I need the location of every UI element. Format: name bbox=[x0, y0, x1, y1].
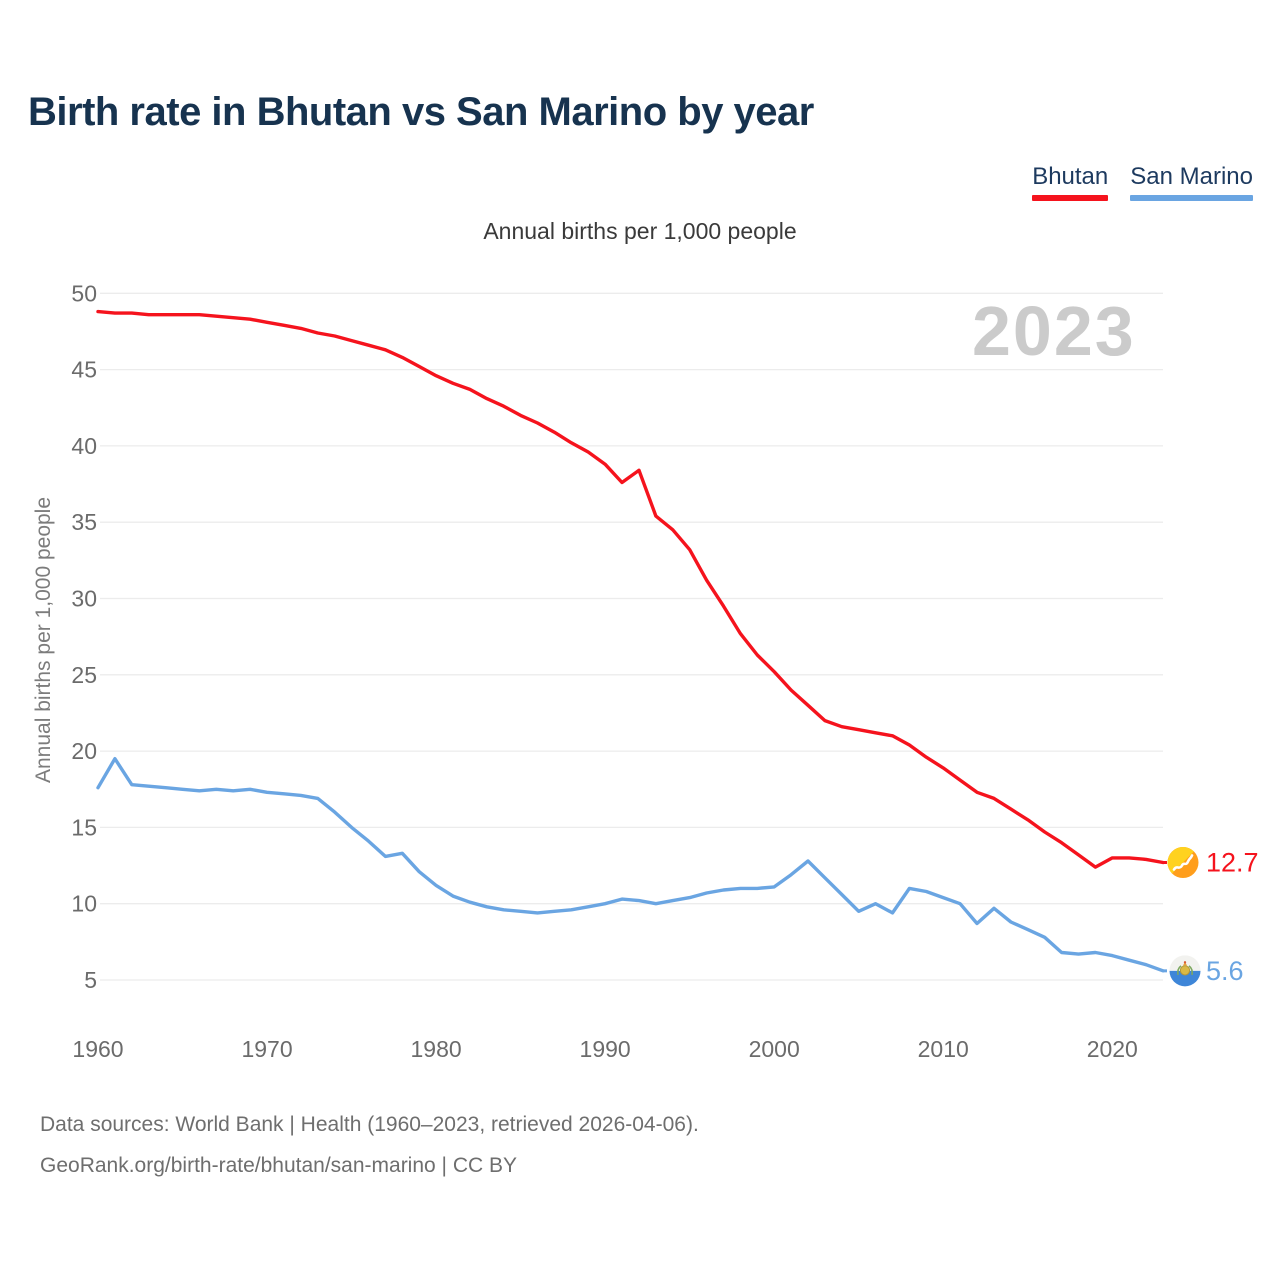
y-tick-label-40: 40 bbox=[71, 433, 97, 459]
chart-subtitle: Annual births per 1,000 people bbox=[483, 218, 797, 244]
san-marino-line bbox=[96, 757, 1165, 973]
legend-label-san-marino: San Marino bbox=[1130, 163, 1253, 190]
x-tick-label-2020: 2020 bbox=[1087, 1036, 1138, 1062]
y-tick-label-45: 45 bbox=[71, 357, 97, 383]
y-tick-label-35: 35 bbox=[71, 509, 97, 535]
watermark-year: 2023 bbox=[972, 292, 1136, 370]
x-tick-label-2010: 2010 bbox=[918, 1036, 969, 1062]
bhutan-line bbox=[96, 309, 1165, 869]
y-tick-label-5: 5 bbox=[84, 967, 97, 993]
page-title: Birth rate in Bhutan vs San Marino by ye… bbox=[28, 90, 814, 134]
x-tick-label-1970: 1970 bbox=[241, 1036, 292, 1062]
footer: Data sources: World Bank | Health (1960–… bbox=[40, 1104, 699, 1186]
y-tick-label-10: 10 bbox=[71, 891, 97, 917]
san-marino-flag-icon bbox=[1169, 955, 1201, 987]
y-tick-label-30: 30 bbox=[71, 586, 97, 612]
x-tick-label-1990: 1990 bbox=[580, 1036, 631, 1062]
legend-swatch-bhutan bbox=[1032, 195, 1109, 201]
legend-item-san-marino[interactable]: San Marino bbox=[1130, 163, 1253, 201]
x-tick-label-1980: 1980 bbox=[411, 1036, 462, 1062]
x-tick-label-1960: 1960 bbox=[72, 1036, 123, 1062]
legend-label-bhutan: Bhutan bbox=[1032, 163, 1109, 190]
x-tick-label-2000: 2000 bbox=[749, 1036, 800, 1062]
footer-attribution: GeoRank.org/birth-rate/bhutan/san-marino… bbox=[40, 1154, 518, 1177]
san-marino-end-value: 5.6 bbox=[1206, 956, 1244, 986]
y-tick-label-20: 20 bbox=[71, 738, 97, 764]
footer-data-sources: Data sources: World Bank | Health (1960–… bbox=[40, 1113, 699, 1136]
y-tick-label-50: 50 bbox=[71, 280, 97, 306]
y-tick-label-25: 25 bbox=[71, 662, 97, 688]
bhutan-flag-icon bbox=[1167, 846, 1199, 878]
legend-item-bhutan[interactable]: Bhutan bbox=[1032, 163, 1109, 201]
legend-swatch-san-marino bbox=[1130, 195, 1253, 201]
bhutan-end-value: 12.7 bbox=[1206, 847, 1259, 877]
legend: Bhutan San Marino bbox=[1032, 163, 1253, 201]
y-tick-label-15: 15 bbox=[71, 814, 97, 840]
